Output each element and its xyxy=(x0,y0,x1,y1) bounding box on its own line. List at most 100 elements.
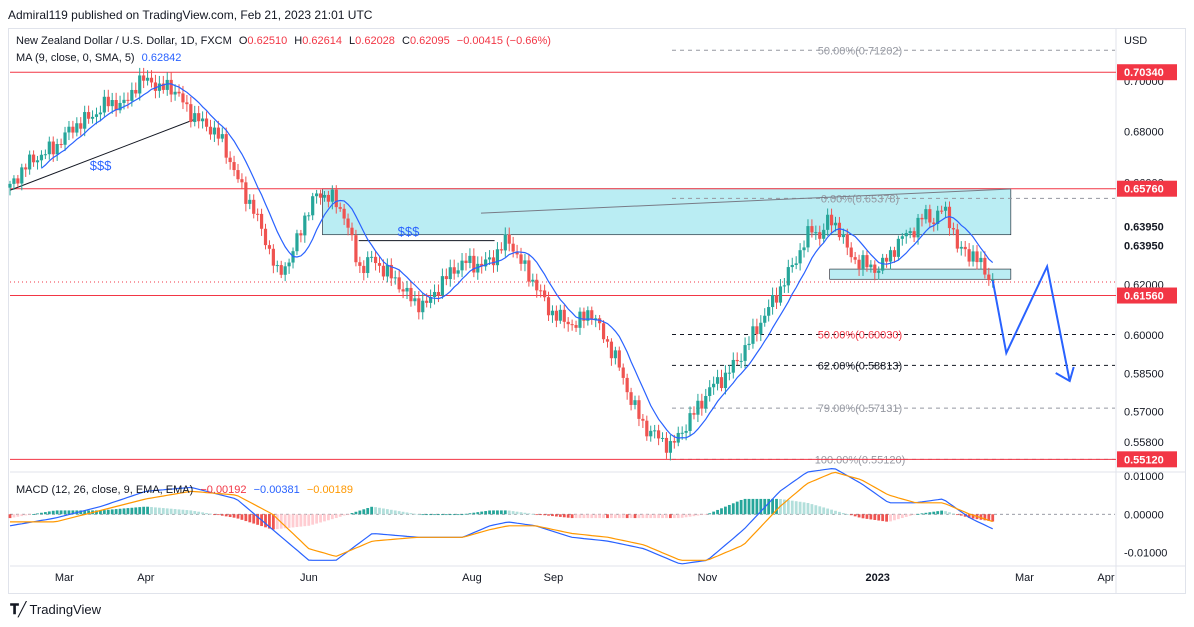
macd-histogram-bar xyxy=(264,514,267,528)
macd-histogram-bar xyxy=(209,513,212,515)
macd-histogram-bar xyxy=(142,506,146,515)
macd-histogram-bar xyxy=(342,514,346,516)
fib-level-label: 50.00%(0.60030) xyxy=(818,329,902,341)
macd-histogram-bar xyxy=(448,514,452,516)
candle-body xyxy=(24,167,28,170)
macd-histogram-bar xyxy=(476,512,480,515)
price-tag xyxy=(1117,287,1177,304)
macd-histogram-bar xyxy=(617,514,621,519)
macd-histogram-bar xyxy=(16,514,20,517)
candle-body xyxy=(759,322,763,335)
macd-histogram-bar xyxy=(433,514,436,516)
macd-histogram-bar xyxy=(818,506,822,515)
macd-histogram-bar xyxy=(916,513,920,515)
candle-body xyxy=(794,263,798,265)
candle-body xyxy=(656,430,661,439)
macd-histogram-bar xyxy=(515,511,519,515)
macd-histogram-bar xyxy=(668,514,672,519)
candle-body xyxy=(373,256,378,264)
candle-body xyxy=(873,264,877,273)
candle-body xyxy=(829,214,834,226)
candle-body xyxy=(220,134,224,139)
candle-body xyxy=(664,437,669,453)
macd-signal-line xyxy=(10,471,993,561)
candle-body xyxy=(16,178,20,184)
macd-histogram-bar xyxy=(794,501,798,515)
candle-body xyxy=(232,162,236,171)
macd-histogram-bar xyxy=(8,514,12,519)
candle-body xyxy=(425,300,429,303)
macd-histogram-bar xyxy=(582,514,586,519)
macd-histogram-bar xyxy=(633,514,637,519)
high-value: 0.62614 xyxy=(302,35,342,47)
candle-body xyxy=(845,234,849,248)
candle-body xyxy=(185,102,189,105)
macd-histogram-bar xyxy=(460,514,464,516)
macd-histogram-bar xyxy=(676,514,680,519)
macd-signal-value: −0.00189 xyxy=(306,484,354,496)
candle-body xyxy=(916,217,920,238)
candle-body xyxy=(735,359,739,362)
macd-histogram-bar xyxy=(865,514,869,519)
candle-body xyxy=(731,359,735,373)
fib-level-label: 79.00%(0.57131) xyxy=(818,403,902,415)
ma-label: MA (9, close, 0, SMA, 5) xyxy=(16,52,135,64)
candle-body xyxy=(605,339,610,342)
candle-body xyxy=(169,79,173,95)
candle-body xyxy=(499,249,503,251)
candle-body xyxy=(208,126,213,135)
zone-price-label: 0.63950 xyxy=(1124,241,1164,253)
macd-histogram-bar xyxy=(861,514,865,519)
candle-body xyxy=(971,251,975,262)
macd-histogram-bar xyxy=(885,514,888,522)
macd-histogram-bar xyxy=(625,514,629,519)
candle-body xyxy=(955,229,959,249)
macd-histogram-bar xyxy=(354,511,358,515)
candle-body xyxy=(959,246,963,249)
candle-body xyxy=(468,255,472,264)
candle-body xyxy=(212,127,217,135)
macd-histogram-bar xyxy=(641,514,645,519)
macd-histogram-bar xyxy=(971,514,975,519)
macd-histogram-bar xyxy=(130,507,134,515)
candle-body xyxy=(35,160,40,163)
zone-price-label: 0.63950 xyxy=(1124,222,1164,234)
macd-histogram-bar xyxy=(484,511,488,515)
macd-histogram-bar xyxy=(311,514,315,525)
macd-histogram-bar xyxy=(307,514,311,526)
macd-line xyxy=(9,467,993,565)
candle-body xyxy=(244,182,248,204)
time-axis-label: Apr xyxy=(137,572,154,584)
candle-body xyxy=(311,196,315,216)
macd-histogram-bar xyxy=(908,514,912,516)
macd-histogram-bar xyxy=(511,511,515,515)
macd-histogram-bar xyxy=(519,512,523,515)
macd-histogram-bar xyxy=(566,514,570,518)
candle-body xyxy=(39,154,44,161)
macd-histogram-bar xyxy=(653,514,657,519)
candle-body xyxy=(900,236,904,239)
candle-body xyxy=(252,199,256,214)
candle-body xyxy=(814,232,818,234)
candle-body xyxy=(315,193,319,197)
macd-histogram-bar xyxy=(720,508,723,515)
macd-histogram-bar xyxy=(248,514,252,523)
candle-body xyxy=(947,206,952,229)
candle-body xyxy=(83,112,87,129)
time-axis-label: Apr xyxy=(1097,572,1114,584)
open-value: 0.62510 xyxy=(247,35,288,47)
macd-histogram-bar xyxy=(881,514,885,522)
candle-body xyxy=(173,91,177,95)
macd-histogram-bar xyxy=(409,513,413,515)
candle-body xyxy=(283,266,287,275)
macd-histogram-bar xyxy=(236,514,240,519)
price-tag-label: 0.70340 xyxy=(1124,67,1164,79)
macd-histogram-bar xyxy=(830,509,833,515)
liquidity-label: $$$ xyxy=(90,158,112,173)
candle-body xyxy=(75,123,79,133)
macd-histogram-bar xyxy=(838,511,841,515)
macd-histogram-bar xyxy=(275,514,279,530)
candle-body xyxy=(287,262,291,267)
candle-body xyxy=(621,367,625,378)
